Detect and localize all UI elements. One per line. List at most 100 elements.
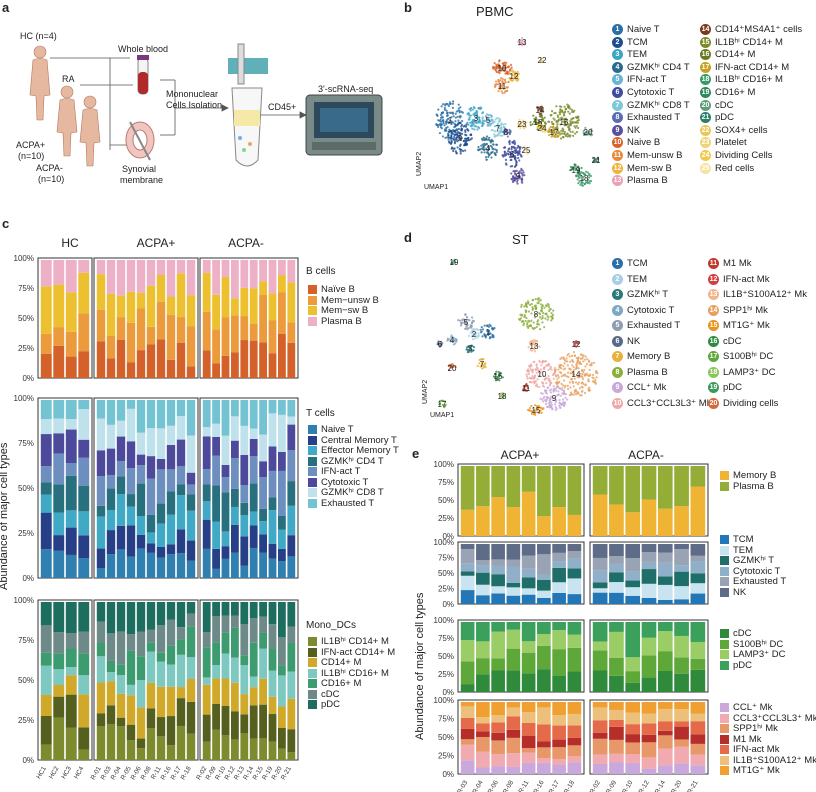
bar-segment [136,454,146,466]
centrifuge-tube-icon [228,43,268,167]
bar-segment [657,670,673,692]
legend-item: 15 IL1Bʰⁱ CD14+ M [700,36,783,48]
legend-item: 12 Mem-sw B [612,162,672,174]
bar-segment [552,747,566,759]
bar-segment [259,477,267,509]
bar-segment [460,640,475,662]
bar-segment [53,602,65,633]
legend-swatch [308,306,317,315]
bar-segment [221,477,230,493]
legend-number-badge: 12 [612,162,623,174]
bar-segment [166,444,176,470]
bar-segment [521,702,536,713]
bar-segment [609,504,624,536]
bar-segment [567,762,582,774]
bar-segment [567,551,582,559]
bar-segment [212,616,220,643]
bar-segment [460,706,475,718]
legend-swatch [720,566,729,576]
bar-segment [136,738,146,749]
umap-cluster [539,57,544,63]
legend-label: CCL3⁺CCL3L3⁺ Mk [627,397,712,409]
bar-segment [476,506,490,536]
legend-label: cDC [723,335,742,347]
bar-segment [146,260,156,286]
legend-label: GZMKʰⁱ T [627,289,669,300]
bar-segment [625,512,641,536]
bar-segment [231,711,239,740]
bar-segment [202,272,211,312]
group-frame [93,257,199,379]
legend-item: CCL⁺ Mk [720,702,772,713]
bar-segment [166,745,176,760]
legend-swatch [308,425,317,434]
legend-item: MT1G⁺ Mk [720,765,780,776]
bar-segment [567,466,582,515]
bar-segment [491,715,505,723]
y-tick-label: 25% [438,670,454,679]
bar-segment [592,588,608,593]
bar-segment [567,671,582,692]
bar-segment [259,281,267,296]
bar-segment [657,508,673,536]
legend-item: 8 Exhausted T [612,112,680,124]
bar-segment [126,260,136,292]
bar-segment [221,653,230,679]
bar-segment [65,475,77,511]
bar-segment [156,546,166,558]
bar-segment [156,339,166,378]
bar-segment [506,766,521,774]
legend-number-badge: 21 [700,112,711,124]
umap-cluster-label: 3 [468,344,473,353]
bar-segment [690,573,706,584]
bar-segment [476,584,490,596]
legend-swatch [308,658,317,667]
umap-cluster [547,103,580,140]
bar-segment [166,314,176,360]
bar-segment [156,503,166,524]
bar-segment [552,758,566,766]
acpa-pos-label: ACPA+ [16,140,46,150]
bar-segment [552,715,566,726]
legend-label: SOX4+ cells [715,124,768,136]
umap-cluster [553,351,599,397]
legend-number-badge: 22 [700,124,711,136]
bar-segment [657,562,673,577]
bar-segment [146,428,156,457]
bar-segment [641,702,657,714]
bar-segment [476,466,490,507]
bar-segment [166,400,176,426]
legend-label: IL1B⁺S100A12⁺ Mk [723,289,807,300]
umap-cluster-label: 11 [522,384,531,393]
umap-cluster [522,383,530,393]
bar-segment [268,558,277,578]
bar-segment [231,400,239,417]
legend-swatch [720,713,729,723]
bar-segment [96,274,106,310]
umap-cluster [436,340,444,348]
bar-segment [657,622,673,632]
bar-segment [674,565,689,572]
legend-number-badge: 6 [612,87,623,98]
bar-segment [231,627,239,658]
group-frame [199,257,299,379]
bar-segment [287,400,296,417]
bar-segment [126,724,136,741]
panel-c-stacked-bars: 100% 75% 50% 25% 0% 100% 75% 50% 25% 0% 100% 75% 50%… [14,254,299,781]
bar-segment [609,556,624,564]
bar-segment [491,766,505,774]
bar-segment [186,295,196,327]
bar-segment [506,737,521,754]
bar-segment [268,648,277,671]
legend-number-badge: 10 [612,397,623,409]
bar-segment [106,260,116,294]
bar-segment [116,476,126,494]
legend-item: 8 Plasma B [612,366,668,378]
bar-segment [231,440,239,459]
bar-segment [65,602,77,634]
legend-item: 20 Dividing cells [708,397,778,409]
st-title: ST [512,232,529,247]
umap-cluster [526,404,545,416]
legend-item: Effector Memory T [308,445,399,456]
bar-segment [116,693,126,718]
